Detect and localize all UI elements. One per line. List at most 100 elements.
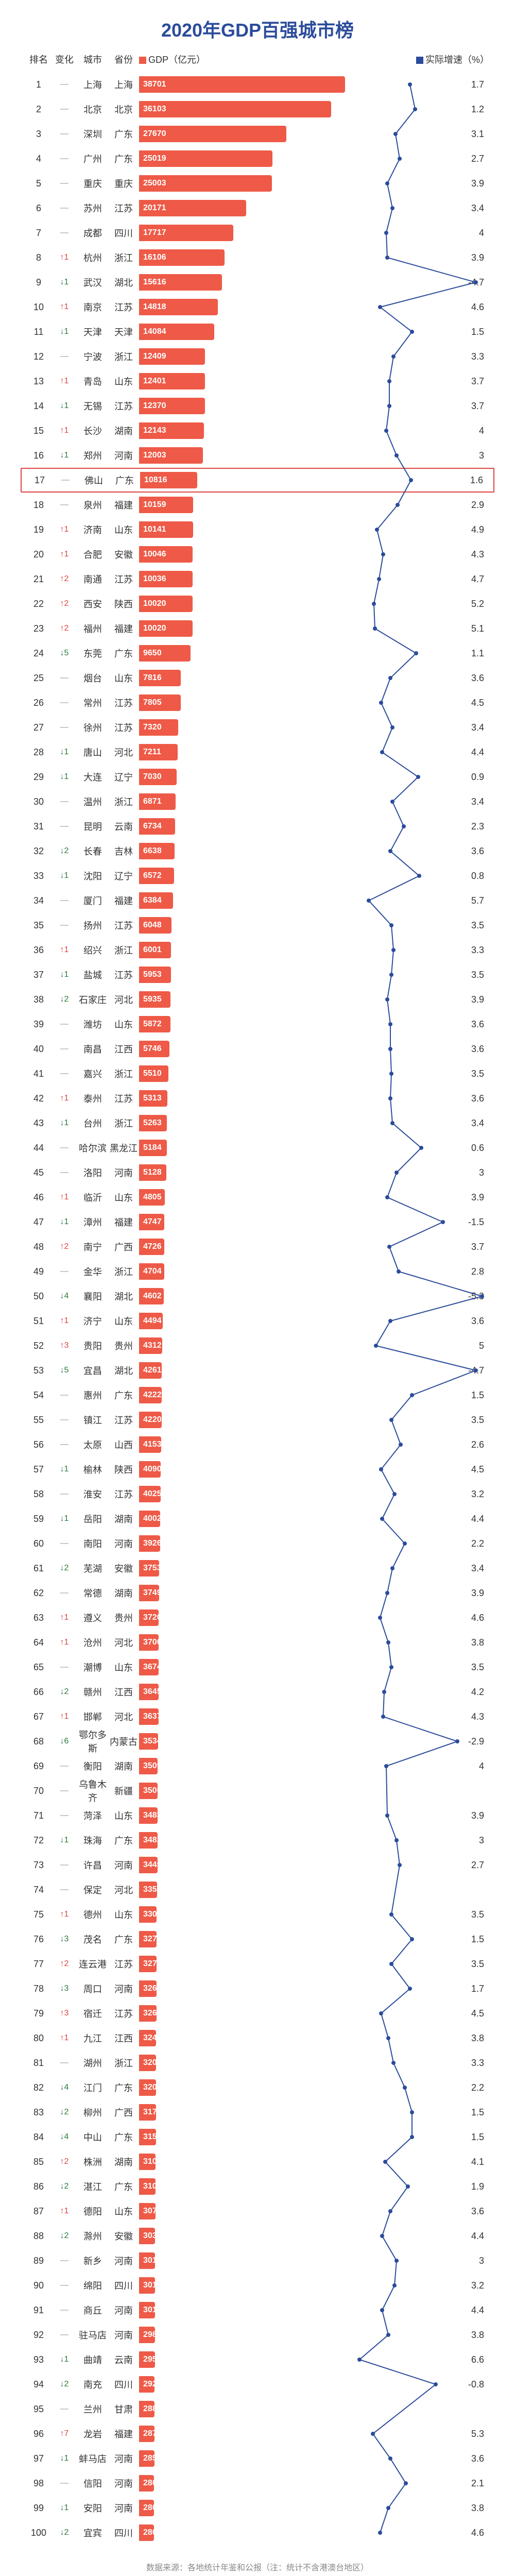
rank-cell: 56 xyxy=(26,1439,52,1450)
city-cell: 潍坊 xyxy=(77,1018,108,1031)
prov-cell: 河南 xyxy=(108,2303,139,2317)
rate-cell: 4.4 xyxy=(345,1506,489,1531)
gdp-cell: 4602 xyxy=(139,1288,345,1304)
gdp-cell: 6384 xyxy=(139,892,345,909)
table-row: 93↓1曲靖云南29596.6 xyxy=(21,2347,494,2372)
gdp-cell: 3277 xyxy=(139,1956,345,1972)
city-cell: 泉州 xyxy=(77,498,108,512)
rank-cell: 54 xyxy=(26,1390,52,1401)
prov-cell: 上海 xyxy=(108,78,139,91)
rate-cell: 3.6 xyxy=(345,2199,489,2224)
gdp-cell: 25019 xyxy=(139,150,345,167)
city-cell: 重庆 xyxy=(77,177,108,190)
rate-cell: 3.7 xyxy=(345,394,489,418)
table-row: 73—许昌河南34492.7 xyxy=(21,1853,494,1877)
gdp-cell: 6048 xyxy=(139,917,345,934)
rate-cell: 3.3 xyxy=(345,938,489,962)
rank-cell: 59 xyxy=(26,1514,52,1524)
gdp-cell: 3509 xyxy=(139,1758,345,1774)
table-row: 14↓1无锡江苏123703.7 xyxy=(21,394,494,418)
rate-cell: 3.4 xyxy=(345,1556,489,1581)
change-cell: — xyxy=(52,1811,77,1820)
rank-cell: 63 xyxy=(26,1613,52,1623)
hdr-change: 变化 xyxy=(52,53,77,66)
gdp-cell: 6734 xyxy=(139,818,345,835)
rank-cell: 7 xyxy=(26,228,52,239)
change-cell: ↓3 xyxy=(52,1984,77,1993)
city-cell: 沧州 xyxy=(77,1636,108,1649)
rate-cell: 4.6 xyxy=(345,295,489,319)
prov-cell: 广东 xyxy=(109,473,140,487)
gdp-cell: 4805 xyxy=(139,1189,345,1206)
gdp-cell: 3152 xyxy=(139,2129,345,2145)
table-row: 32↓2长春吉林66383.6 xyxy=(21,839,494,863)
gdp-cell: 5510 xyxy=(139,1065,345,1082)
table-row: 98—信阳河南28062.1 xyxy=(21,2471,494,2496)
rate-cell: -0.8 xyxy=(345,2372,489,2397)
gdp-cell: 5935 xyxy=(139,991,345,1008)
rate-cell: -5.3 xyxy=(345,1284,489,1309)
gdp-cell: 2871 xyxy=(139,2426,345,2442)
rate-cell: 3.7 xyxy=(345,1234,489,1259)
gdp-cell: 4312 xyxy=(139,1337,345,1354)
rate-cell: 1.5 xyxy=(345,1927,489,1952)
rate-cell: 2.3 xyxy=(345,814,489,839)
prov-cell: 江苏 xyxy=(108,1957,139,1971)
rank-cell: 37 xyxy=(26,970,52,980)
table-row: 99↓1安阳河南28053.8 xyxy=(21,2496,494,2520)
rank-cell: 5 xyxy=(26,178,52,189)
rank-cell: 79 xyxy=(26,2008,52,2019)
city-cell: 榆林 xyxy=(77,1463,108,1476)
table-row: 76↓3茂名广东32791.5 xyxy=(21,1927,494,1952)
table-row: 40—南昌江西57463.6 xyxy=(21,1037,494,1061)
rate-cell: 3.9 xyxy=(345,245,489,270)
rate-cell: 1.1 xyxy=(345,641,489,666)
change-cell: ↑3 xyxy=(52,1341,77,1350)
prov-cell: 福建 xyxy=(108,2427,139,2441)
prov-cell: 四川 xyxy=(108,2378,139,2391)
gdp-cell: 16106 xyxy=(139,249,345,266)
city-cell: 成都 xyxy=(77,226,108,240)
rate-cell: 4.5 xyxy=(345,1457,489,1482)
table-row: 16↓1郑州河南120033 xyxy=(21,443,494,468)
change-cell: — xyxy=(52,1267,77,1276)
rate-cell: 3.5 xyxy=(345,1952,489,1976)
gdp-cell: 5872 xyxy=(139,1016,345,1032)
prov-cell: 陕西 xyxy=(108,1463,139,1476)
rank-cell: 1 xyxy=(26,79,52,90)
table-row: 31—昆明云南67342.3 xyxy=(21,814,494,839)
gdp-cell: 5184 xyxy=(139,1140,345,1156)
city-cell: 西安 xyxy=(77,597,108,611)
prov-cell: 江苏 xyxy=(108,1092,139,1105)
rate-cell: 3.5 xyxy=(345,1408,489,1432)
rank-cell: 74 xyxy=(26,1885,52,1895)
table-row: 43↓1台州浙江52633.4 xyxy=(21,1111,494,1136)
change-cell: — xyxy=(52,105,77,114)
gdp-cell: 15616 xyxy=(139,274,345,291)
hdr-rate: 实际增速（%） xyxy=(345,53,489,66)
city-cell: 杭州 xyxy=(77,251,108,264)
prov-cell: 江苏 xyxy=(108,919,139,932)
table-row: 63↑1遵义贵州37204.6 xyxy=(21,1605,494,1630)
change-cell: — xyxy=(52,1440,77,1449)
prov-cell: 河南 xyxy=(108,2477,139,2490)
table-row: 27—徐州江苏73203.4 xyxy=(21,715,494,740)
prov-cell: 广东 xyxy=(108,2130,139,2144)
gdp-cell: 3015 xyxy=(139,2277,345,2294)
city-cell: 济南 xyxy=(77,523,108,536)
city-cell: 商丘 xyxy=(77,2303,108,2317)
change-cell: — xyxy=(52,352,77,361)
rank-cell: 30 xyxy=(26,796,52,807)
prov-cell: 贵州 xyxy=(108,1611,139,1624)
rank-cell: 87 xyxy=(26,2206,52,2217)
city-cell: 驻马店 xyxy=(77,2328,108,2342)
rank-cell: 86 xyxy=(26,2181,52,2192)
prov-cell: 河南 xyxy=(108,1166,139,1179)
table-row: 60—南阳河南39262.2 xyxy=(21,1531,494,1556)
rate-cell: 5.7 xyxy=(345,888,489,913)
rate-cell: 3.9 xyxy=(345,1581,489,1605)
change-cell: ↓1 xyxy=(52,970,77,979)
city-cell: 南通 xyxy=(77,572,108,586)
prov-cell: 山东 xyxy=(108,1660,139,1674)
prov-cell: 辽宁 xyxy=(108,869,139,883)
